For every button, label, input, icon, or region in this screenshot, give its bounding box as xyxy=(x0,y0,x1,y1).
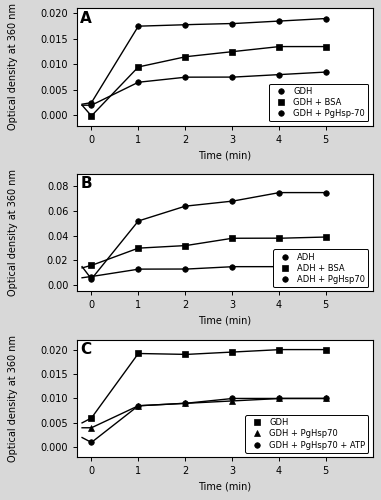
Line: ADH + PgHsp70: ADH + PgHsp70 xyxy=(89,264,328,280)
Line: GDH + PgHsp70: GDH + PgHsp70 xyxy=(89,396,328,430)
GDH + BSA xyxy=(277,44,281,50)
GDH + PgHsp-70 xyxy=(277,72,281,78)
X-axis label: Time (min): Time (min) xyxy=(199,316,251,326)
Line: ADH + BSA: ADH + BSA xyxy=(89,234,328,268)
GDH xyxy=(230,20,234,26)
GDH + PgHsp70 + ATP xyxy=(323,396,328,402)
Line: ADH: ADH xyxy=(89,190,328,282)
ADH + PgHsp70 xyxy=(89,274,94,280)
GDH + PgHsp70 xyxy=(277,396,281,402)
GDH + PgHsp-70 xyxy=(323,69,328,75)
GDH + PgHsp70 xyxy=(183,400,187,406)
GDH + BSA xyxy=(230,48,234,54)
GDH + PgHsp70 + ATP xyxy=(89,440,94,446)
GDH + PgHsp-70 xyxy=(89,102,94,108)
GDH xyxy=(136,350,141,356)
Legend: GDH, GDH + PgHsp70, GDH + PgHsp70 + ATP: GDH, GDH + PgHsp70, GDH + PgHsp70 + ATP xyxy=(245,415,368,453)
ADH xyxy=(183,203,187,209)
X-axis label: Time (min): Time (min) xyxy=(199,482,251,492)
ADH + PgHsp70 xyxy=(183,266,187,272)
GDH xyxy=(230,349,234,355)
ADH + BSA xyxy=(323,234,328,240)
Y-axis label: Optical density at 360 nm: Optical density at 360 nm xyxy=(8,4,18,130)
ADH xyxy=(230,198,234,204)
GDH xyxy=(183,352,187,358)
GDH + PgHsp70 xyxy=(89,425,94,431)
GDH xyxy=(89,415,94,421)
ADH + BSA xyxy=(230,236,234,242)
Legend: ADH, ADH + BSA, ADH + PgHsp70: ADH, ADH + BSA, ADH + PgHsp70 xyxy=(273,250,368,287)
ADH + BSA xyxy=(136,245,141,251)
GDH xyxy=(183,22,187,28)
ADH xyxy=(323,190,328,196)
Legend: GDH, GDH + BSA, GDH + PgHsp-70: GDH, GDH + BSA, GDH + PgHsp-70 xyxy=(269,84,368,122)
ADH + PgHsp70 xyxy=(136,266,141,272)
ADH + BSA xyxy=(183,242,187,248)
ADH xyxy=(89,276,94,282)
GDH + BSA xyxy=(136,64,141,70)
Line: GDH + PgHsp-70: GDH + PgHsp-70 xyxy=(89,70,328,108)
GDH + PgHsp70 + ATP xyxy=(136,403,141,409)
GDH + PgHsp70 + ATP xyxy=(183,400,187,406)
Y-axis label: Optical density at 360 nm: Optical density at 360 nm xyxy=(8,335,18,462)
ADH + PgHsp70 xyxy=(277,264,281,270)
GDH + PgHsp-70 xyxy=(230,74,234,80)
Line: GDH: GDH xyxy=(89,16,328,106)
GDH xyxy=(323,16,328,22)
Line: GDH + BSA: GDH + BSA xyxy=(89,44,328,118)
GDH xyxy=(277,18,281,24)
GDH + PgHsp70 + ATP xyxy=(230,396,234,402)
GDH + PgHsp70 xyxy=(136,403,141,409)
ADH xyxy=(277,190,281,196)
GDH xyxy=(89,100,94,105)
Text: A: A xyxy=(80,10,92,26)
GDH + PgHsp70 + ATP xyxy=(277,396,281,402)
X-axis label: Time (min): Time (min) xyxy=(199,150,251,160)
GDH + BSA xyxy=(183,54,187,60)
Text: B: B xyxy=(80,176,92,192)
ADH + PgHsp70 xyxy=(323,264,328,270)
GDH xyxy=(323,346,328,352)
ADH + BSA xyxy=(277,236,281,242)
GDH + PgHsp-70 xyxy=(183,74,187,80)
Line: GDH + PgHsp70 + ATP: GDH + PgHsp70 + ATP xyxy=(89,396,328,445)
GDH + PgHsp70 xyxy=(323,396,328,402)
GDH + PgHsp-70 xyxy=(136,80,141,86)
GDH + PgHsp70 xyxy=(230,398,234,404)
Line: GDH: GDH xyxy=(89,347,328,421)
ADH + BSA xyxy=(89,262,94,268)
Y-axis label: Optical density at 360 nm: Optical density at 360 nm xyxy=(8,169,18,296)
ADH xyxy=(136,218,141,224)
GDH + BSA xyxy=(89,113,94,119)
ADH + PgHsp70 xyxy=(230,264,234,270)
GDH xyxy=(277,346,281,352)
GDH xyxy=(136,23,141,29)
Text: C: C xyxy=(80,342,91,357)
GDH + BSA xyxy=(323,44,328,50)
